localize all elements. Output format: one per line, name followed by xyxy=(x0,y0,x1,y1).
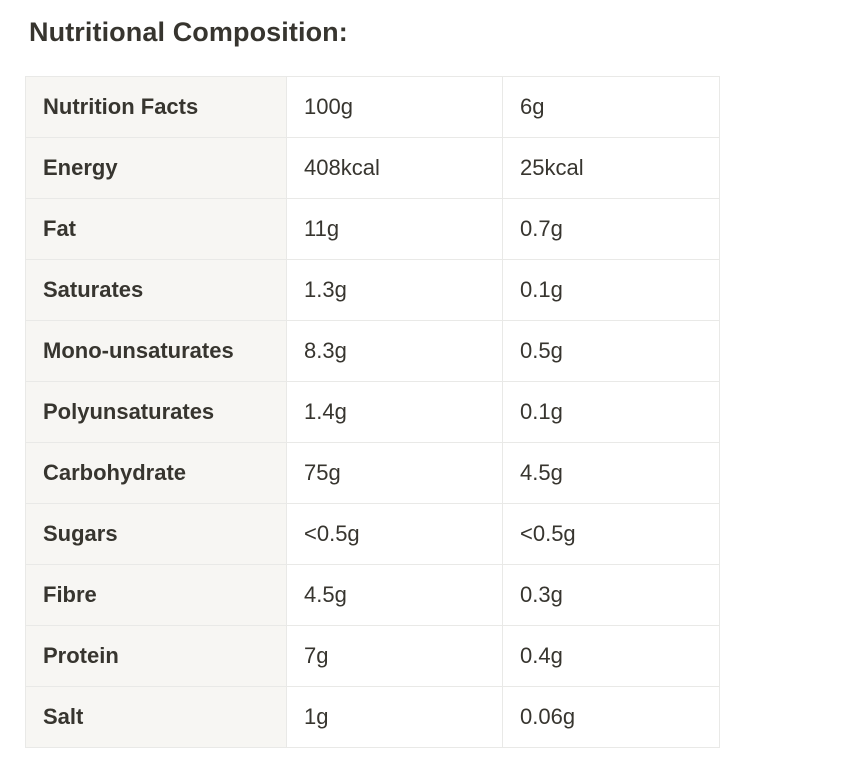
value-per-100g: 4.5g xyxy=(286,564,503,626)
table-row: Protein 7g 0.4g xyxy=(25,625,720,687)
table-row: Polyunsaturates 1.4g 0.1g xyxy=(25,381,720,443)
value-per-100g: 1.4g xyxy=(286,381,503,443)
row-label: Nutrition Facts xyxy=(25,76,287,138)
row-label: Mono-unsaturates xyxy=(25,320,287,382)
value-per-serving: 6g xyxy=(502,76,720,138)
table-row: Saturates 1.3g 0.1g xyxy=(25,259,720,321)
value-per-100g: 8.3g xyxy=(286,320,503,382)
row-label: Fat xyxy=(25,198,287,260)
row-label: Fibre xyxy=(25,564,287,626)
row-label: Salt xyxy=(25,686,287,748)
value-per-serving: 0.5g xyxy=(502,320,720,382)
value-per-serving: <0.5g xyxy=(502,503,720,565)
value-per-100g: 75g xyxy=(286,442,503,504)
table-row: Salt 1g 0.06g xyxy=(25,686,720,748)
table-row: Fibre 4.5g 0.3g xyxy=(25,564,720,626)
value-per-serving: 0.3g xyxy=(502,564,720,626)
section-heading: Nutritional Composition: xyxy=(29,17,348,47)
row-label: Sugars xyxy=(25,503,287,565)
table-row: Mono-unsaturates 8.3g 0.5g xyxy=(25,320,720,382)
value-per-100g: 1g xyxy=(286,686,503,748)
row-label: Saturates xyxy=(25,259,287,321)
row-label: Energy xyxy=(25,137,287,199)
value-per-100g: 11g xyxy=(286,198,503,260)
row-label: Carbohydrate xyxy=(25,442,287,504)
table-row: Fat 11g 0.7g xyxy=(25,198,720,260)
nutrition-table: Nutrition Facts 100g 6g Energy 408kcal 2… xyxy=(25,76,720,748)
value-per-100g: 7g xyxy=(286,625,503,687)
table-row: Carbohydrate 75g 4.5g xyxy=(25,442,720,504)
table-row: Nutrition Facts 100g 6g xyxy=(25,76,720,138)
value-per-serving: 25kcal xyxy=(502,137,720,199)
value-per-100g: <0.5g xyxy=(286,503,503,565)
table-row: Energy 408kcal 25kcal xyxy=(25,137,720,199)
table-row: Sugars <0.5g <0.5g xyxy=(25,503,720,565)
row-label: Protein xyxy=(25,625,287,687)
value-per-serving: 0.1g xyxy=(502,381,720,443)
value-per-serving: 0.1g xyxy=(502,259,720,321)
value-per-serving: 0.06g xyxy=(502,686,720,748)
value-per-100g: 1.3g xyxy=(286,259,503,321)
value-per-serving: 0.4g xyxy=(502,625,720,687)
value-per-100g: 100g xyxy=(286,76,503,138)
value-per-100g: 408kcal xyxy=(286,137,503,199)
value-per-serving: 4.5g xyxy=(502,442,720,504)
row-label: Polyunsaturates xyxy=(25,381,287,443)
value-per-serving: 0.7g xyxy=(502,198,720,260)
